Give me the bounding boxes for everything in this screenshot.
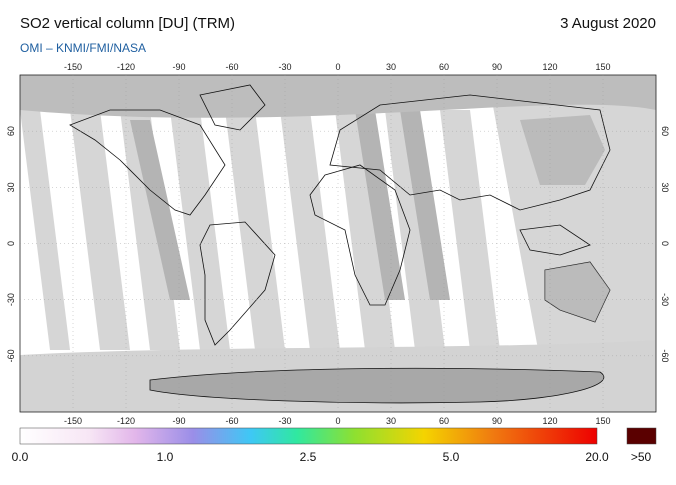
colorbar-label: 5.0: [443, 450, 460, 464]
lon-label: -60: [225, 416, 238, 426]
colorbar-label: 1.0: [157, 450, 174, 464]
graticule: -150 -150 -120 -120 -90 -90 -60 -60 -30 -30 0 0 30 30…: [6, 62, 670, 426]
lon-label: 150: [595, 416, 610, 426]
colorbar-labels: 0.0 1.0 2.5 5.0 20.0 >50: [12, 450, 652, 464]
lon-label: -120: [117, 416, 135, 426]
lon-label: 60: [439, 62, 449, 72]
colorbar-label: 20.0: [585, 450, 609, 464]
lon-label: 90: [492, 416, 502, 426]
lon-label: 0: [335, 416, 340, 426]
lon-label: -120: [117, 62, 135, 72]
colorbar-label: >50: [631, 450, 652, 464]
lon-label: 30: [386, 62, 396, 72]
colorbar-label: 0.0: [12, 450, 29, 464]
lat-label: 0: [6, 241, 16, 246]
lat-label: 60: [660, 126, 670, 136]
lat-label: -30: [660, 293, 670, 306]
lon-label: 90: [492, 62, 502, 72]
lat-label: 60: [6, 126, 16, 136]
lon-label: -90: [172, 62, 185, 72]
colorbar-over: [626, 427, 657, 445]
lon-label: -30: [278, 62, 291, 72]
lat-label: 30: [660, 182, 670, 192]
lat-label: -30: [6, 293, 16, 306]
lon-label: 120: [542, 62, 557, 72]
colorbar-label: 2.5: [300, 450, 317, 464]
lat-label: 30: [6, 182, 16, 192]
lat-label: -60: [660, 349, 670, 362]
lon-label: -60: [225, 62, 238, 72]
lon-label: 60: [439, 416, 449, 426]
lon-label: 120: [542, 416, 557, 426]
lon-label: 0: [335, 62, 340, 72]
land-shade: [520, 115, 610, 322]
credit: OMI – KNMI/FMI/NASA: [20, 41, 146, 55]
lon-label: 150: [595, 62, 610, 72]
lon-label: 30: [386, 416, 396, 426]
lat-label: -60: [6, 349, 16, 362]
lon-label: -30: [278, 416, 291, 426]
lat-label: 0: [660, 241, 670, 246]
dark-swaths: [130, 110, 450, 300]
date: 3 August 2020: [560, 15, 656, 32]
title: SO2 vertical column [DU] (TRM): [20, 15, 235, 32]
lon-label: -150: [64, 62, 82, 72]
lon-label: -90: [172, 416, 185, 426]
lon-label: -150: [64, 416, 82, 426]
coastlines: [69, 84, 611, 346]
colorbar: [19, 427, 598, 445]
